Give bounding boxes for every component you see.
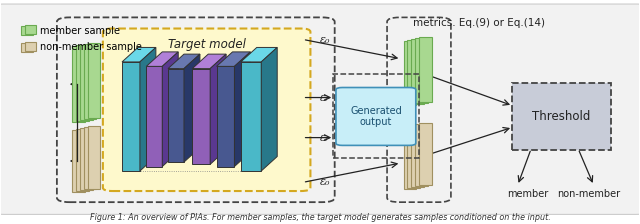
FancyBboxPatch shape — [336, 88, 416, 145]
Bar — [415, 38, 428, 103]
Bar — [25, 42, 36, 51]
Text: ε₀: ε₀ — [320, 177, 330, 187]
Polygon shape — [241, 62, 261, 171]
Polygon shape — [261, 47, 277, 171]
Polygon shape — [216, 52, 250, 66]
Bar — [76, 45, 89, 121]
Polygon shape — [184, 54, 200, 162]
Bar — [21, 26, 33, 35]
Polygon shape — [168, 54, 200, 69]
Polygon shape — [216, 66, 234, 166]
Text: member sample: member sample — [40, 26, 120, 36]
Bar — [72, 46, 85, 122]
Polygon shape — [163, 52, 178, 166]
Bar — [333, 74, 419, 158]
Text: member: member — [507, 189, 548, 199]
Polygon shape — [241, 47, 277, 62]
Bar — [404, 41, 417, 105]
Text: Figure 1: An overview of PIAs. For member samples, the target model generates sa: Figure 1: An overview of PIAs. For membe… — [90, 213, 550, 222]
Bar — [511, 83, 611, 150]
Polygon shape — [192, 54, 226, 69]
Text: ε₀: ε₀ — [320, 35, 330, 45]
Bar — [76, 129, 89, 191]
Bar — [415, 124, 428, 186]
Text: εᵢ: εᵢ — [320, 133, 328, 143]
FancyBboxPatch shape — [103, 28, 310, 191]
Polygon shape — [192, 69, 210, 164]
Bar — [80, 128, 93, 190]
Polygon shape — [140, 47, 156, 171]
Bar — [412, 39, 424, 103]
Bar — [25, 25, 36, 34]
Bar — [412, 125, 424, 187]
Polygon shape — [122, 47, 156, 62]
Text: non-member sample: non-member sample — [40, 42, 142, 52]
Bar — [404, 127, 417, 189]
Text: Target model: Target model — [168, 38, 246, 51]
FancyBboxPatch shape — [0, 4, 640, 214]
Bar — [408, 40, 420, 104]
Polygon shape — [122, 62, 140, 171]
Text: Threshold: Threshold — [532, 110, 590, 123]
Text: metrics. Eq.(9) or Eq.(14): metrics. Eq.(9) or Eq.(14) — [413, 18, 545, 28]
Polygon shape — [234, 52, 250, 166]
Polygon shape — [168, 69, 184, 162]
Bar — [84, 44, 97, 119]
Bar — [80, 45, 93, 120]
Polygon shape — [210, 54, 226, 164]
Text: εᵢ: εᵢ — [320, 93, 328, 103]
Bar — [408, 126, 420, 188]
Bar — [72, 130, 85, 192]
Bar — [88, 43, 100, 118]
Bar — [21, 43, 33, 52]
Text: Generated
output: Generated output — [350, 106, 402, 127]
Polygon shape — [147, 52, 178, 66]
Bar — [84, 127, 97, 190]
Bar — [419, 123, 432, 185]
Polygon shape — [147, 66, 163, 166]
Text: non-member: non-member — [557, 189, 620, 199]
Bar — [88, 126, 100, 189]
Bar — [419, 37, 432, 102]
